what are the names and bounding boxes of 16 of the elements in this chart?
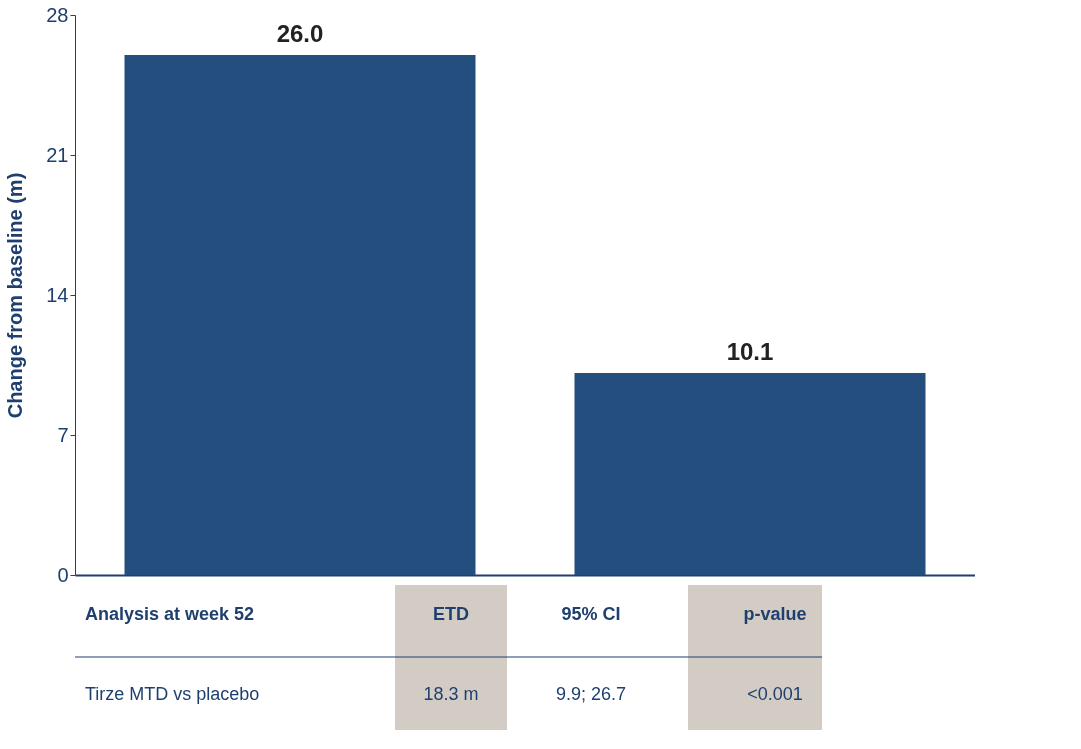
data-label: 10.1 <box>726 338 774 365</box>
text: ETD <box>433 604 469 624</box>
text: 95% CI <box>561 604 621 624</box>
text: Tirze MTD vs placebo <box>85 684 260 704</box>
y-tick-label: 7 <box>57 423 69 446</box>
text: <0.001 <box>747 684 803 704</box>
y-tick-label: 21 <box>46 143 69 166</box>
y-tick-label: 14 <box>46 283 69 306</box>
text: Analysis at week 52 <box>85 604 255 624</box>
text: 18.3 m <box>423 684 479 704</box>
text: p-value <box>743 604 807 624</box>
y-tick-label: 28 <box>46 3 69 26</box>
y-tick-label: 0 <box>57 563 69 586</box>
data-label: 26.0 <box>276 20 324 47</box>
text: 9.9; 26.7 <box>555 684 627 704</box>
y-axis-title: Change from baseline (m) <box>4 172 27 419</box>
